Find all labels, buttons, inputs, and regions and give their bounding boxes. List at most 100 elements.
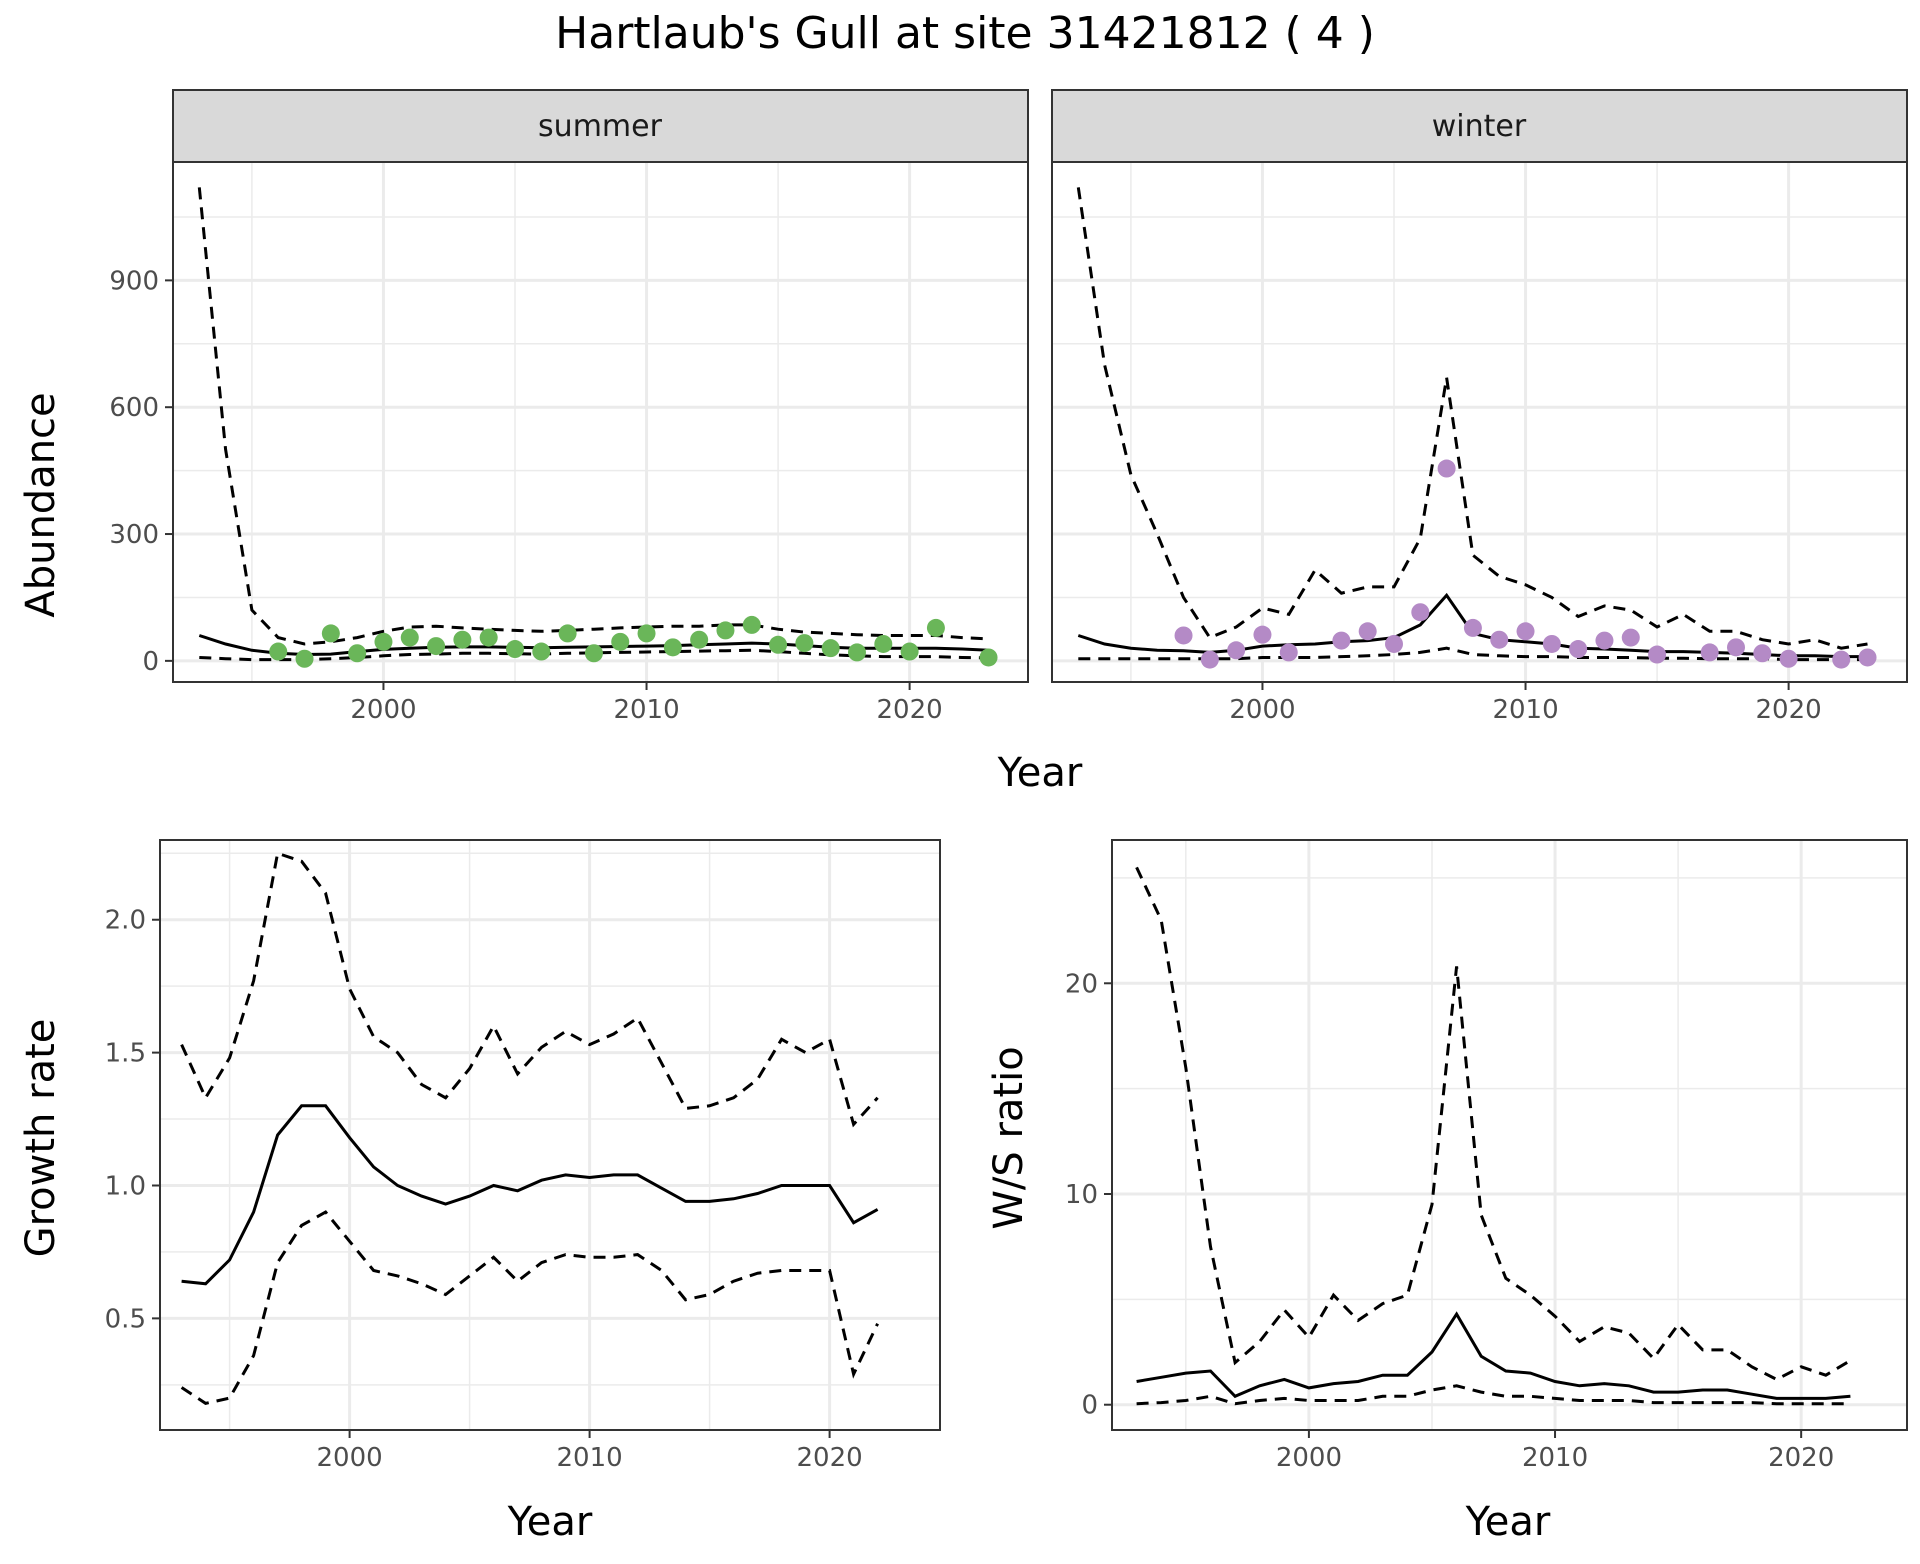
ratio-y-tick-label: 10 xyxy=(1065,1180,1098,1210)
ratio-x-axis-title: Year xyxy=(1465,1499,1551,1545)
ratio-x-tick-label: 2020 xyxy=(1768,1443,1834,1473)
summer-data-point xyxy=(690,630,709,649)
winter-data-point xyxy=(1858,648,1877,667)
ratio-x-tick-label: 2010 xyxy=(1522,1443,1588,1473)
winter-data-point xyxy=(1832,650,1851,669)
winter-strip-label: winter xyxy=(1432,109,1527,144)
summer-data-point xyxy=(637,624,656,643)
winter-data-point xyxy=(1753,644,1772,663)
summer-data-point xyxy=(506,640,524,659)
summer-data-point xyxy=(321,624,340,643)
winter-data-point xyxy=(1358,622,1377,641)
growth-y-tick-label: 2.0 xyxy=(105,906,146,936)
winter-x-tick-label: 2000 xyxy=(1229,695,1295,725)
summer-panel: summer 2000 2010 2020 0 300 600 900 xyxy=(109,89,1029,725)
winter-x-tick-label: 2020 xyxy=(1756,695,1822,725)
summer-data-point xyxy=(558,624,577,643)
winter-plot-background xyxy=(1052,162,1907,682)
summer-y-tick-label: 300 xyxy=(109,520,159,550)
summer-data-point xyxy=(584,644,603,663)
summer-data-point xyxy=(926,618,945,637)
winter-data-point xyxy=(1174,626,1193,645)
summer-data-point xyxy=(769,635,788,654)
summer-data-point xyxy=(611,632,630,651)
summer-data-point xyxy=(716,621,735,640)
summer-x-tick-label: 2020 xyxy=(877,695,943,725)
winter-data-point xyxy=(1463,618,1482,637)
summer-data-point xyxy=(400,628,419,647)
growth-rate-panel: 2000 2010 2020 0.5 1.0 1.5 2.0 xyxy=(105,839,941,1473)
ratio-upper-bound-line xyxy=(1135,866,1852,1382)
summer-data-point xyxy=(479,628,498,647)
growth-x-tick-label: 2010 xyxy=(557,1443,623,1473)
ratio-lower-bound-line xyxy=(1136,1384,1851,1406)
winter-data-point xyxy=(1542,634,1561,653)
summer-strip-label: summer xyxy=(538,109,663,144)
summer-strip xyxy=(172,89,1029,163)
growth-upper-bound-line xyxy=(180,851,879,1128)
winter-data-point xyxy=(1727,638,1745,657)
summer-data-point xyxy=(848,643,866,662)
summer-plot-background xyxy=(173,162,1028,682)
summer-data-point xyxy=(427,637,446,656)
winter-data-point xyxy=(1437,459,1456,478)
summer-data-point xyxy=(979,648,998,667)
summer-data-point xyxy=(532,642,551,661)
summer-upper-bound-line xyxy=(197,187,989,646)
summer-y-tick-label: 900 xyxy=(109,266,159,296)
winter-strip xyxy=(1051,89,1908,163)
growth-y-tick-label: 0.5 xyxy=(105,1304,146,1334)
summer-data-point xyxy=(900,642,919,661)
growth-x-tick-label: 2020 xyxy=(797,1443,863,1473)
growth-lower-bound-line xyxy=(180,1210,879,1406)
growth-mean-line xyxy=(181,1104,879,1286)
abundance-x-axis-title: Year xyxy=(997,750,1083,796)
summer-data-point xyxy=(821,639,840,658)
abundance-y-axis-title: Abundance xyxy=(18,392,64,617)
summer-data-point xyxy=(795,634,814,653)
winter-data-point xyxy=(1490,630,1509,649)
summer-y-tick-label: 0 xyxy=(142,647,159,677)
summer-x-tick-label: 2000 xyxy=(350,695,416,725)
ratio-y-tick-label: 20 xyxy=(1065,969,1098,999)
ratio-x-tick-label: 2000 xyxy=(1276,1443,1342,1473)
winter-data-point xyxy=(1700,643,1719,662)
winter-data-point xyxy=(1779,649,1798,668)
winter-data-point xyxy=(1227,641,1246,660)
summer-data-point xyxy=(874,634,893,653)
summer-data-point xyxy=(269,642,288,661)
winter-panel: winter 2000 2010 2020 xyxy=(1051,89,1908,725)
winter-x-tick-label: 2010 xyxy=(1492,695,1558,725)
winter-data-point xyxy=(1569,640,1588,659)
winter-data-point xyxy=(1332,631,1351,650)
winter-panel-border xyxy=(1051,161,1908,683)
growth-x-axis-title: Year xyxy=(507,1499,593,1545)
growth-y-tick-label: 1.5 xyxy=(105,1039,146,1069)
summer-data-point xyxy=(348,644,367,663)
winter-data-point xyxy=(1621,628,1640,647)
summer-lower-bound-line xyxy=(199,648,989,662)
ratio-panel-border xyxy=(1111,839,1908,1431)
growth-panel-border xyxy=(159,839,941,1431)
ratio-mean-line xyxy=(1136,1311,1851,1400)
winter-data-point xyxy=(1411,603,1430,622)
summer-data-point xyxy=(374,632,393,651)
winter-data-point xyxy=(1385,634,1403,653)
summer-data-point xyxy=(453,630,472,649)
growth-y-tick-label: 1.0 xyxy=(105,1171,146,1201)
ratio-y-axis-title: W/S ratio xyxy=(986,1046,1032,1229)
growth-plot-background xyxy=(160,840,940,1430)
winter-data-point xyxy=(1200,650,1219,669)
winter-data-point xyxy=(1595,631,1614,650)
summer-x-tick-label: 2010 xyxy=(613,695,679,725)
summer-data-point xyxy=(742,615,761,634)
summer-y-tick-label: 600 xyxy=(109,393,159,423)
winter-data-point xyxy=(1516,622,1535,641)
ratio-plot-background xyxy=(1112,840,1907,1430)
growth-y-axis-title: Growth rate xyxy=(18,1019,64,1258)
winter-data-point xyxy=(1253,625,1272,644)
chart-title: Hartlaub's Gull at site 31421812 ( 4 ) xyxy=(555,8,1375,59)
winter-data-point xyxy=(1279,643,1298,662)
